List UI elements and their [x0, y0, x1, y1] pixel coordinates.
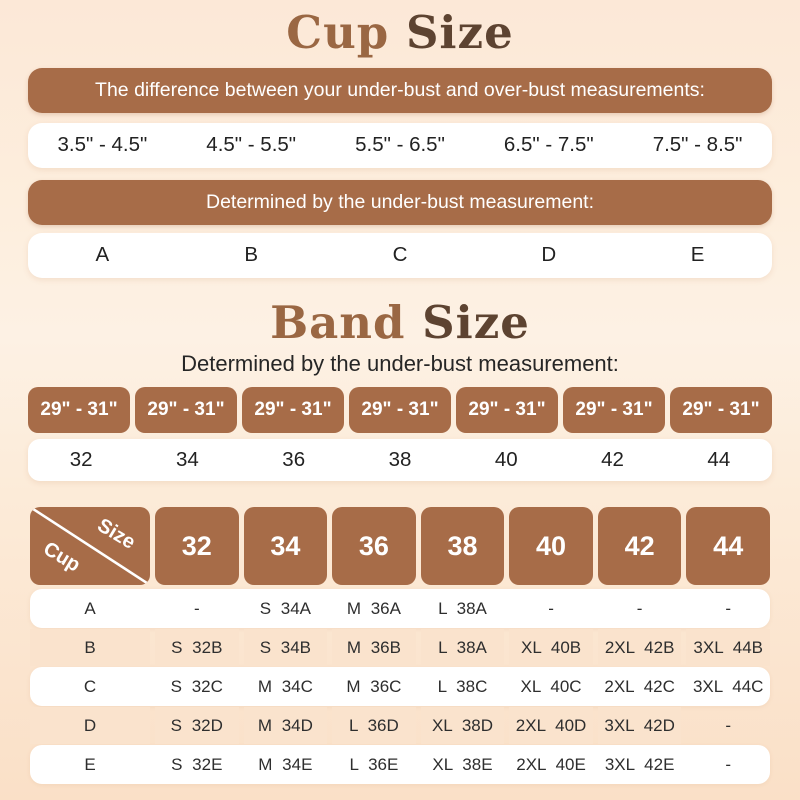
size-cell: 2XL 42C — [604, 676, 675, 696]
cup-range-row: 3.5" - 4.5" 4.5" - 5.5" 5.5" - 6.5" 6.5"… — [28, 122, 772, 168]
cup-range-item: 4.5" - 5.5" — [206, 133, 297, 156]
cup-letter-item: D — [541, 243, 557, 266]
cup-letter-item: E — [690, 243, 705, 266]
size-cell: M 34E — [258, 754, 313, 774]
row-label: D — [30, 707, 150, 744]
diagonal-divider-icon — [30, 507, 150, 585]
band-number-item: 42 — [601, 448, 624, 471]
size-table-header: Size Cup 32 34 36 38 40 42 44 — [30, 507, 770, 585]
size-cell: 2XL 40E — [516, 754, 586, 774]
band-chip: 29" - 31" — [563, 387, 665, 433]
band-size-title-word2: Size — [422, 295, 530, 349]
cup-range-item: 7.5" - 8.5" — [652, 133, 743, 156]
row-label: E — [84, 754, 96, 774]
size-cell: XL 40C — [520, 676, 582, 696]
table-row: D S 32D M 34D L 36D XL 38D 2XL 40D 3XL 4… — [30, 706, 770, 745]
cup-letter-item: B — [244, 243, 259, 266]
band-chip: 29" - 31" — [242, 387, 344, 433]
row-label: C — [83, 676, 97, 696]
size-cell: 2XL 40D — [509, 707, 593, 744]
band-size-title: Band Size — [0, 295, 800, 349]
size-cell: - — [636, 598, 643, 618]
cup-size-title-word1: Cup — [286, 6, 390, 59]
column-header: 40 — [509, 507, 593, 585]
band-chip-row: 29" - 31" 29" - 31" 29" - 31" 29" - 31" … — [28, 387, 772, 433]
column-header: 32 — [155, 507, 239, 585]
band-subtitle: Determined by the under-bust measurement… — [181, 351, 619, 376]
cup-range-item: 5.5" - 6.5" — [355, 133, 445, 156]
cup-determined-banner: Determined by the under-bust measurement… — [28, 179, 772, 225]
size-cell: 2XL 42B — [597, 629, 682, 666]
band-number-item: 32 — [69, 448, 93, 471]
size-cell: XL 38E — [432, 754, 493, 774]
size-cell: L 36D — [332, 707, 416, 744]
band-number-item: 44 — [707, 448, 731, 471]
table-row: E S 32E M 34E L 36E XL 38E 2XL 40E 3XL 4… — [30, 745, 770, 784]
size-cell: L 36E — [349, 754, 399, 774]
band-chip: 29" - 31" — [349, 387, 451, 433]
size-cell: S 32B — [155, 629, 239, 666]
size-cell: L 38A — [420, 629, 505, 666]
column-header: 38 — [420, 507, 505, 585]
size-cell: M 34C — [257, 676, 313, 696]
size-cell: L 38C — [437, 676, 488, 696]
column-header: 34 — [243, 507, 328, 585]
column-header: 42 — [597, 507, 682, 585]
size-cell: M 34D — [243, 707, 328, 744]
band-number-item: 38 — [388, 448, 412, 471]
size-cell: S 32C — [170, 676, 223, 696]
band-size-title-word1: Band — [270, 295, 406, 349]
size-cell: S 32D — [155, 707, 239, 744]
band-chip: 29" - 31" — [456, 387, 558, 433]
size-cell: S 34A — [259, 598, 311, 618]
size-cell: XL 38D — [420, 707, 505, 744]
row-label: B — [30, 629, 150, 666]
size-cell: S 34B — [243, 629, 328, 666]
size-cell: L 38A — [438, 598, 487, 618]
size-cell: XL 40B — [509, 629, 593, 666]
cup-letter-row: A B C D E — [28, 232, 772, 278]
row-label: A — [84, 598, 96, 618]
table-row: C S 32C M 34C M 36C L 38C XL 40C 2XL 42C… — [30, 667, 770, 706]
size-cell: S 32E — [171, 754, 223, 774]
size-cell: M 36C — [346, 676, 402, 696]
size-cell: M 36A — [346, 598, 401, 618]
band-number-row: 32 34 36 38 40 42 44 — [28, 439, 772, 481]
band-chip: 29" - 31" — [670, 387, 772, 433]
cup-letter-item: C — [392, 243, 408, 266]
cup-size-title-word2: Size — [405, 6, 514, 59]
table-row: B S 32B S 34B M 36B L 38A XL 40B 2XL 42B… — [30, 628, 770, 667]
size-cell: 3XL 44C — [692, 676, 764, 696]
band-number-item: 34 — [176, 448, 199, 471]
size-cell: - — [725, 715, 732, 735]
cup-range-item: 3.5" - 4.5" — [57, 133, 148, 156]
band-number-item: 40 — [494, 448, 518, 471]
column-header: 36 — [332, 507, 416, 585]
cup-letter-item: A — [95, 243, 110, 266]
size-cell: M 36B — [332, 629, 416, 666]
size-cell: - — [725, 598, 732, 618]
cup-size-title: Cup Size — [0, 0, 800, 58]
size-cell: - — [548, 598, 554, 618]
size-cell: 3XL 42D — [597, 707, 682, 744]
column-header: 44 — [686, 507, 770, 585]
table-row: A - S 34A M 36A L 38A - - - — [30, 589, 770, 628]
cup-difference-banner: The difference between your under-bust a… — [28, 67, 772, 113]
band-number-item: 36 — [282, 448, 306, 471]
size-cell: - — [725, 754, 732, 774]
table-corner-cell: Size Cup — [30, 507, 150, 585]
band-chip: 29" - 31" — [28, 387, 130, 433]
size-table: Size Cup 32 34 36 38 40 42 44 A - S 34A … — [30, 507, 770, 784]
band-chip: 29" - 31" — [135, 387, 237, 433]
size-cell: 3XL 42E — [604, 754, 675, 774]
cup-range-item: 6.5" - 7.5" — [503, 133, 594, 156]
size-cell: 3XL 44B — [686, 629, 770, 666]
size-cell: - — [193, 598, 200, 618]
